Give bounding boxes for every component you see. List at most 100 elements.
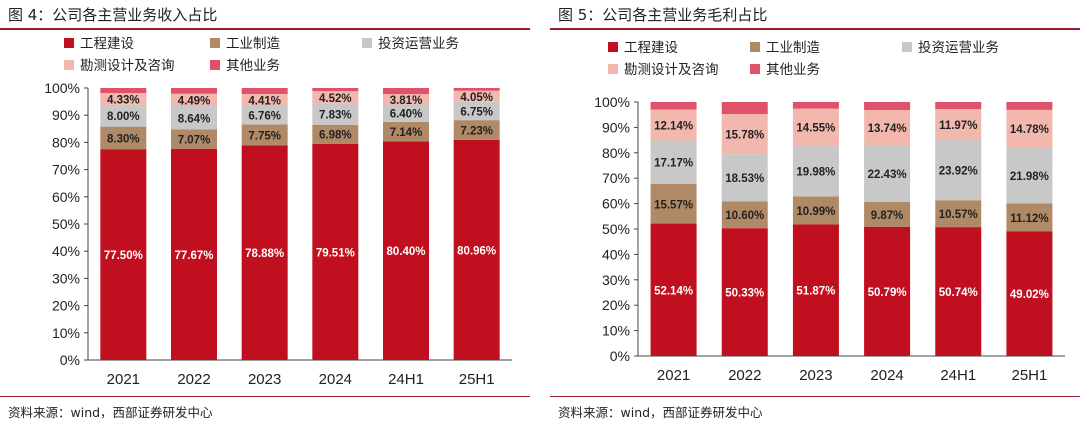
bar-segment (171, 106, 217, 130)
y-tick-label: 0% (60, 352, 80, 368)
bar-segment (721, 201, 768, 229)
legend-label: 投资运营业务 (918, 40, 999, 56)
data-label: 19.98% (796, 166, 835, 178)
bar-segment (100, 149, 147, 360)
bar-segment (312, 143, 359, 360)
legend-swatch (210, 60, 220, 70)
data-label: 21.98% (1010, 171, 1049, 183)
bar-segment (171, 93, 217, 107)
bar-segment (453, 139, 500, 360)
bar-segment (241, 124, 288, 146)
data-label: 6.98% (319, 130, 352, 142)
data-label: 10.99% (796, 206, 835, 218)
data-label: 6.76% (248, 111, 281, 123)
legend-label: 其他业务 (766, 62, 820, 78)
y-tick-label: 20% (602, 297, 630, 313)
y-tick-label: 100% (594, 94, 630, 110)
legend-swatch (210, 38, 220, 48)
data-label: 10.57% (939, 209, 978, 221)
y-tick-label: 40% (52, 243, 80, 259)
bar-segment (1006, 102, 1053, 110)
y-tick-label: 60% (52, 189, 80, 205)
bar-segment (650, 109, 697, 141)
bar-segment (792, 145, 839, 197)
bar-segment (721, 102, 768, 115)
y-tick-label: 50% (602, 221, 630, 237)
bar-segment (792, 102, 839, 109)
x-tick-label: 25H1 (1011, 367, 1047, 384)
bar-segment (453, 88, 500, 91)
bar-segment (100, 93, 147, 105)
bar-segment (1006, 203, 1053, 232)
source-rule (550, 396, 1080, 397)
bar-segment (650, 140, 697, 185)
legend-swatch (902, 42, 912, 52)
legend-swatch (750, 42, 760, 52)
bar-segment (1006, 109, 1053, 148)
data-label: 77.50% (104, 250, 143, 262)
bar-segment (171, 88, 217, 94)
bar-segment (935, 200, 982, 228)
data-label: 11.12% (1010, 213, 1048, 225)
legend-label: 其他业务 (226, 58, 280, 74)
bar-segment (721, 228, 768, 356)
data-label: 6.40% (390, 109, 423, 121)
bar-segment (935, 109, 982, 140)
data-label: 15.57% (654, 199, 693, 211)
source-note: 资料来源：wind，西部证券研发中心 (8, 405, 213, 420)
data-label: 15.78% (725, 130, 764, 142)
data-label: 8.30% (107, 133, 140, 145)
y-tick-label: 40% (602, 246, 630, 262)
data-label: 7.75% (248, 130, 281, 142)
bar-segment (241, 93, 288, 106)
data-label: 8.00% (107, 111, 140, 123)
y-tick-label: 80% (602, 145, 630, 161)
bar-segment (312, 103, 359, 125)
data-label: 14.78% (1010, 124, 1049, 136)
y-tick-label: 30% (602, 272, 630, 288)
bar-segment (100, 126, 147, 150)
bar-segment (864, 201, 911, 227)
legend-label: 工业制造 (766, 40, 820, 56)
data-label: 6.75% (460, 106, 493, 118)
figure-title: 图 4：公司各主营业务收入占比 (8, 6, 218, 24)
source-note: 资料来源：wind，西部证券研发中心 (558, 405, 763, 420)
bar-segment (1006, 147, 1053, 204)
data-label: 23.92% (939, 165, 978, 177)
bar-segment (312, 124, 359, 144)
data-label: 50.79% (868, 287, 907, 299)
gross-profit-share-panel: 图 5：公司各主营业务毛利占比 工程建设 工业制造 投资运营业务 勘测设计及咨询 其他业… (550, 0, 1080, 426)
x-tick-label: 2023 (248, 371, 281, 388)
bar-segment (864, 110, 911, 145)
title-rule (550, 28, 1080, 30)
y-tick-label: 30% (52, 270, 80, 286)
bar-segment (935, 227, 982, 356)
y-tick-label: 10% (52, 325, 80, 341)
data-label: 14.55% (796, 123, 835, 135)
y-tick-label: 80% (52, 134, 80, 150)
legend-label: 投资运营业务 (378, 36, 459, 52)
legend-swatch (608, 42, 618, 52)
y-tick-label: 60% (602, 196, 630, 212)
bar-segment (864, 144, 911, 202)
y-tick-label: 20% (52, 298, 80, 314)
revenue-share-panel: 图 4：公司各主营业务收入占比 工程建设 工业制造 投资运营业务 勘测设计及咨询 其他业… (0, 0, 530, 426)
bar-segment (312, 91, 359, 104)
source-rule (0, 396, 530, 397)
bar-segment (383, 94, 429, 105)
bar-segment (241, 145, 288, 360)
data-label: 49.02% (1010, 289, 1049, 301)
data-label: 18.53% (725, 173, 764, 185)
bar-segment (792, 196, 839, 225)
y-tick-label: 50% (52, 216, 80, 232)
data-label: 11.97% (939, 120, 977, 132)
x-tick-label: 25H1 (459, 371, 495, 388)
legend-label: 工程建设 (624, 40, 678, 56)
bar-segment (792, 108, 839, 146)
data-label: 51.87% (796, 286, 835, 298)
data-label: 50.33% (725, 288, 764, 300)
data-label: 4.49% (178, 95, 211, 107)
data-label: 50.74% (939, 287, 978, 299)
y-tick-label: 70% (602, 170, 630, 186)
